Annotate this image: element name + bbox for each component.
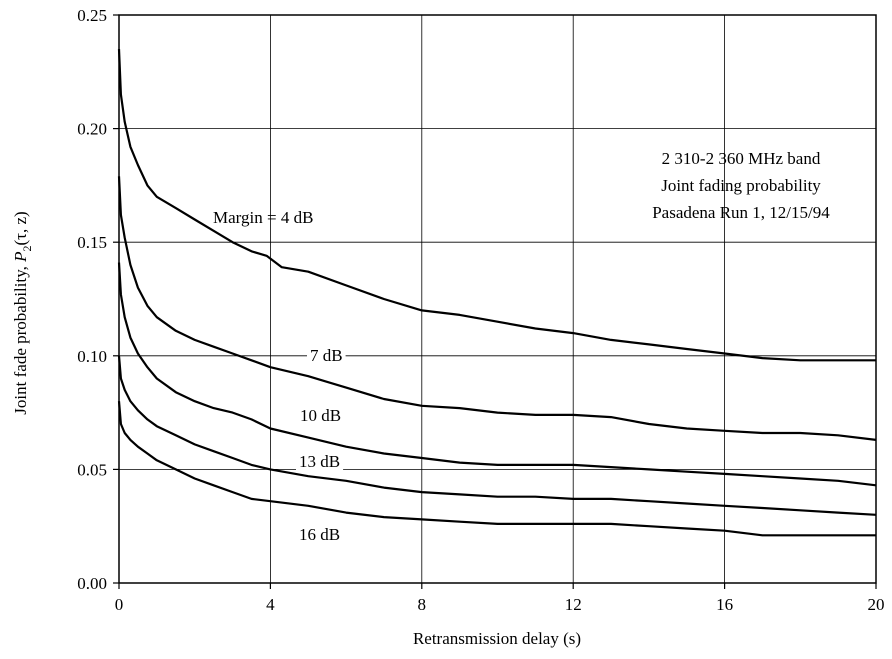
series-line-4db [117,49,876,362]
annotation-line-1: 2 310-2 360 MHz band [662,149,821,168]
y-axis-title: Joint fade probability, P2(τ, z) [11,211,34,414]
y-tick-label: 0.05 [77,460,107,479]
series-line-7db [117,176,877,441]
x-tick-label: 8 [418,595,427,614]
y-axis-title-args: (τ, z) [11,211,30,245]
series-lines [117,49,877,537]
annotation-line-3: Pasadena Run 1, 12/15/94 [652,203,830,222]
y-tick-label: 0.10 [77,347,107,366]
y-axis-title-main: Joint fade probability, [11,262,30,415]
x-tick-label: 4 [266,595,275,614]
series-line-13db [117,355,877,516]
x-axis-title: Retransmission delay (s) [413,629,581,648]
x-tick-label: 0 [115,595,124,614]
y-axis-title-subscript: 2 [20,246,34,252]
series-label-10db: 10 dB [300,406,341,425]
x-tick-label: 12 [565,595,582,614]
plot-area-frame [118,14,877,584]
y-tick-label: 0.20 [77,120,107,139]
series-line-10db [117,262,877,487]
y-axis-ticks: 0.00 0.05 0.10 0.15 0.20 0.25 [77,6,119,593]
y-axis-title-symbol: P [11,252,30,263]
y-tick-label: 0.25 [77,6,107,25]
y-tick-label: 0.15 [77,233,107,252]
x-tick-label: 16 [716,595,733,614]
series-label-16db: 16 dB [299,525,340,544]
label-13db-background [296,452,344,471]
label-7db-background [307,346,346,365]
annotation-line-2: Joint fading probability [661,176,821,195]
series-label-13db: 13 dB [299,452,340,471]
series-label-7db: 7 dB [310,346,343,365]
x-tick-label: 20 [868,595,885,614]
series-line-16db [117,401,876,537]
series-label-4db: Margin = 4 dB [213,208,313,227]
x-axis-ticks: 0 4 8 12 16 20 [115,583,885,614]
y-tick-label: 0.00 [77,574,107,593]
grid-lines [119,15,876,583]
